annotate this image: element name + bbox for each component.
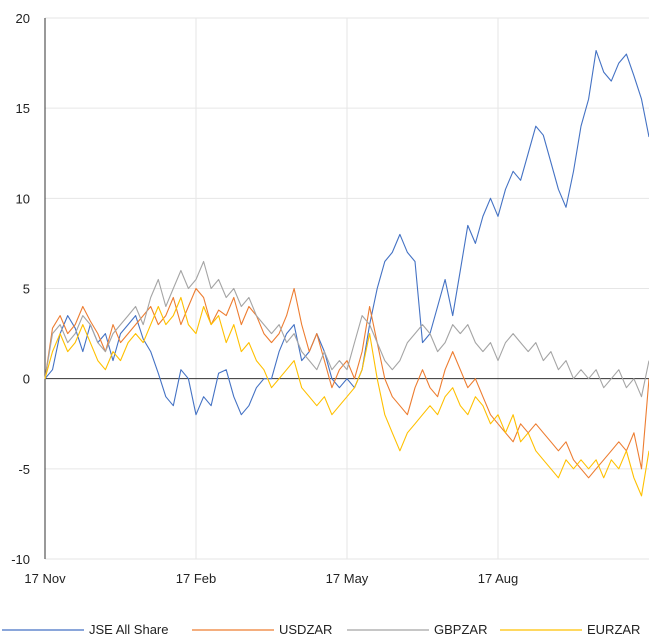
legend-label: GBPZAR <box>434 622 487 637</box>
y-tick-label: 15 <box>16 101 30 116</box>
x-tick-label: 17 Feb <box>176 571 216 586</box>
y-tick-label: 10 <box>16 191 30 206</box>
y-tick-label: -10 <box>11 552 30 567</box>
series-lines <box>44 49 649 497</box>
legend-item: EURZAR <box>500 622 640 637</box>
series-line-gbpzar <box>44 260 649 398</box>
series-line-jse-all-share <box>44 49 649 416</box>
y-tick-label: 0 <box>23 372 30 387</box>
legend-label: JSE All Share <box>89 622 169 637</box>
legend-label: USDZAR <box>279 622 332 637</box>
grid <box>45 17 649 560</box>
y-tick-label: -5 <box>18 462 30 477</box>
x-tick-label: 17 Nov <box>24 571 66 586</box>
x-tick-label: 17 May <box>326 571 369 586</box>
y-tick-label: 20 <box>16 11 30 26</box>
x-tick-label: 17 Aug <box>478 571 519 586</box>
legend: JSE All Share USDZAR GBPZAR EURZAR <box>2 622 640 637</box>
series-line-eurzar <box>44 296 649 497</box>
legend-item: GBPZAR <box>347 622 487 637</box>
series-line-usdzar <box>44 287 649 479</box>
legend-label: EURZAR <box>587 622 640 637</box>
y-tick-label: 5 <box>23 282 30 297</box>
legend-item: JSE All Share <box>2 622 169 637</box>
legend-item: USDZAR <box>192 622 332 637</box>
tick-labels: -10 -5 0 5 10 15 20 17 Nov 17 Feb 17 May 17 Aug <box>11 11 518 586</box>
